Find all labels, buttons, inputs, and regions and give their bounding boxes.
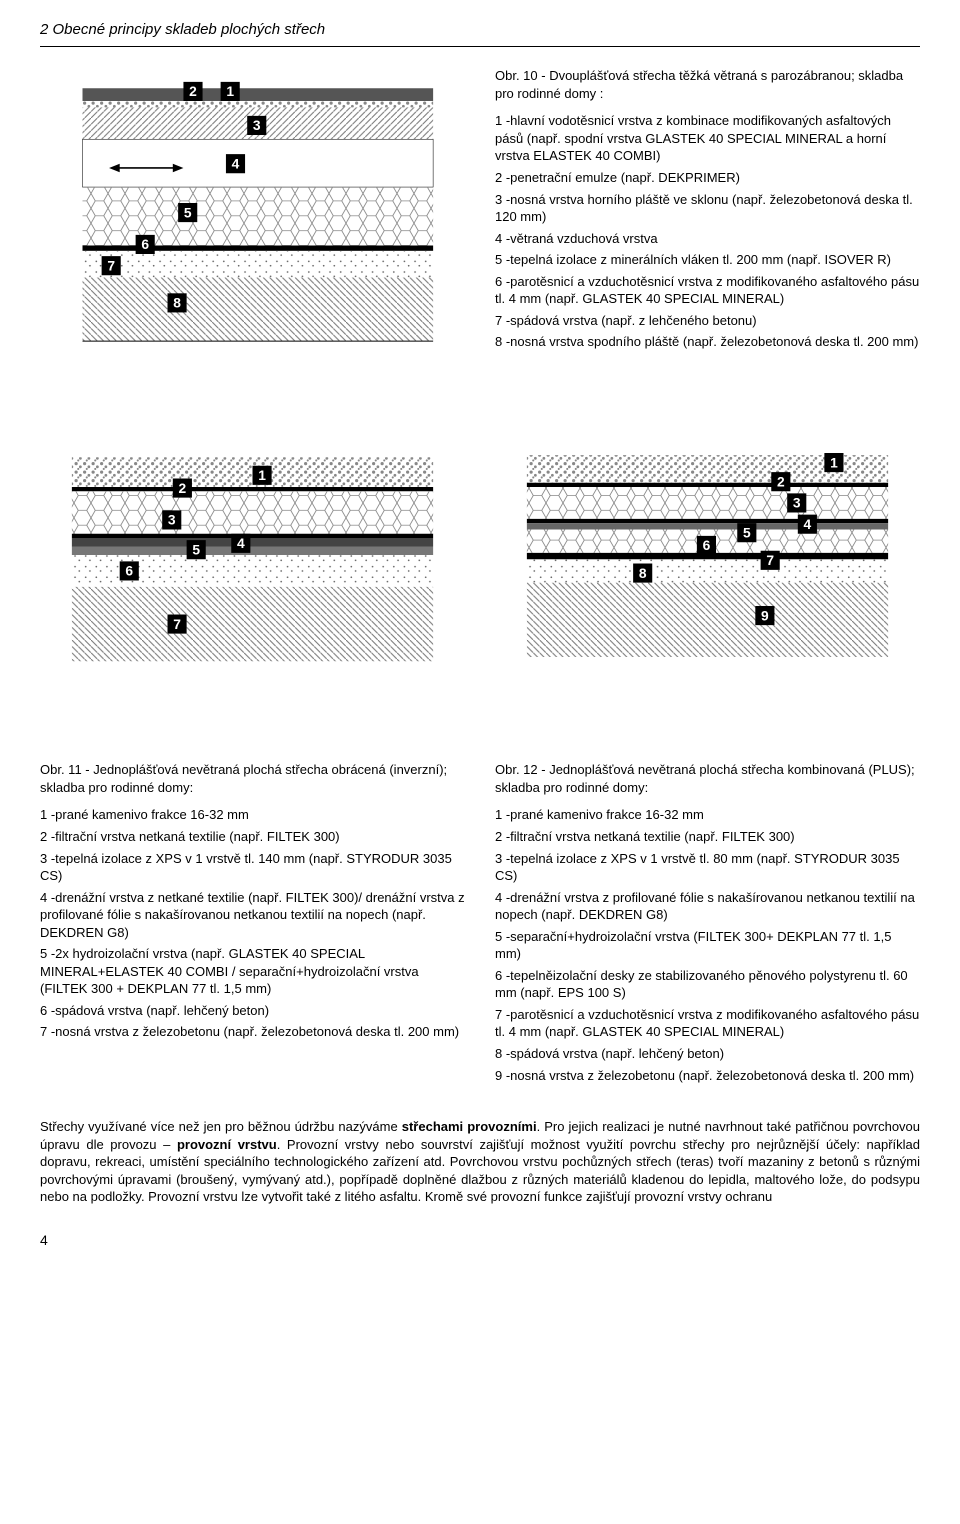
figure-12-item-7: 7 -parotěsnicí a vzduchotěsnicí vrstva z… bbox=[495, 1006, 920, 1041]
page-header: 2 Obecné principy skladeb plochých střec… bbox=[40, 20, 920, 47]
figure-10-item-7: 7 -spádová vrstva (např. z lehčeného bet… bbox=[495, 312, 920, 330]
figure-12-diagram: 1 2 3 4 5 6 7 8 9 bbox=[495, 436, 920, 712]
figure-10-diagram: 2 1 3 4 5 6 7 8 bbox=[40, 67, 465, 386]
svg-text:5: 5 bbox=[192, 541, 200, 557]
figure-10-item-3: 3 -nosná vrstva horního pláště ve sklonu… bbox=[495, 191, 920, 226]
svg-text:4: 4 bbox=[804, 515, 812, 531]
figure-12-title: Obr. 12 - Jednoplášťová nevětraná plochá… bbox=[495, 761, 920, 796]
figure-11-diagram-col: 1 2 3 4 5 6 7 bbox=[40, 436, 465, 732]
svg-text:8: 8 bbox=[173, 295, 181, 311]
page-number: 4 bbox=[40, 1231, 920, 1250]
body-part-1: Střechy využívané více než jen pro běžno… bbox=[40, 1119, 402, 1134]
svg-text:8: 8 bbox=[639, 564, 647, 580]
svg-text:6: 6 bbox=[141, 236, 149, 252]
svg-text:4: 4 bbox=[232, 156, 240, 172]
figure-12-diagram-col: 1 2 3 4 5 6 7 8 9 bbox=[495, 436, 920, 732]
figure-10-item-5: 5 -tepelná izolace z minerálních vláken … bbox=[495, 251, 920, 269]
figure-11-item-5: 5 -2x hydroizolační vrstva (např. GLASTE… bbox=[40, 945, 465, 998]
svg-text:7: 7 bbox=[766, 552, 774, 568]
figure-11-item-7: 7 -nosná vrstva z železobetonu (např. že… bbox=[40, 1023, 465, 1041]
figure-11-item-2: 2 -filtrační vrstva netkaná textilie (na… bbox=[40, 828, 465, 846]
figure-12-item-4: 4 -drenážní vrstva z profilované fólie s… bbox=[495, 889, 920, 924]
svg-text:1: 1 bbox=[830, 454, 838, 470]
svg-text:5: 5 bbox=[184, 205, 192, 221]
figure-11-item-6: 6 -spádová vrstva (např. lehčený beton) bbox=[40, 1002, 465, 1020]
svg-text:2: 2 bbox=[777, 473, 785, 489]
figure-12-item-9: 9 -nosná vrstva z železobetonu (např. že… bbox=[495, 1067, 920, 1085]
figure-12-item-2: 2 -filtrační vrstva netkaná textilie (na… bbox=[495, 828, 920, 846]
svg-text:7: 7 bbox=[173, 615, 181, 631]
figure-11-item-1: 1 -prané kamenivo frakce 16-32 mm bbox=[40, 806, 465, 824]
figures-11-12-diagrams: 1 2 3 4 5 6 7 1 2 3 4 5 6 7 8 9 bbox=[40, 436, 920, 732]
svg-text:9: 9 bbox=[761, 607, 769, 623]
figure-10-diagram-col: 2 1 3 4 5 6 7 8 bbox=[40, 67, 465, 405]
figures-11-12-captions: Obr. 11 - Jednoplášťová nevětraná plochá… bbox=[40, 761, 920, 1088]
figure-10-item-2: 2 -penetrační emulze (např. DEKPRIMER) bbox=[495, 169, 920, 187]
figure-10-item-1: 1 -hlavní vodotěsnicí vrstva z kombinace… bbox=[495, 112, 920, 165]
figure-11-item-3: 3 -tepelná izolace z XPS v 1 vrstvě tl. … bbox=[40, 850, 465, 885]
svg-text:7: 7 bbox=[107, 258, 115, 274]
svg-text:3: 3 bbox=[793, 494, 801, 510]
figure-10-item-8: 8 -nosná vrstva spodního pláště (např. ž… bbox=[495, 333, 920, 351]
figure-12-item-3: 3 -tepelná izolace z XPS v 1 vrstvě tl. … bbox=[495, 850, 920, 885]
figure-12-item-8: 8 -spádová vrstva (např. lehčený beton) bbox=[495, 1045, 920, 1063]
figure-10-caption-col: Obr. 10 - Dvouplášťová střecha těžká vět… bbox=[495, 67, 920, 405]
figure-12-item-6: 6 -tepelněizolační desky ze stabilizovan… bbox=[495, 967, 920, 1002]
svg-text:6: 6 bbox=[125, 562, 133, 578]
figure-11-caption-col: Obr. 11 - Jednoplášťová nevětraná plochá… bbox=[40, 761, 465, 1088]
figure-10-item-4: 4 -větraná vzduchová vrstva bbox=[495, 230, 920, 248]
svg-text:1: 1 bbox=[226, 83, 234, 99]
figure-12-item-5: 5 -separační+hydroizolační vrstva (FILTE… bbox=[495, 928, 920, 963]
figure-11-diagram: 1 2 3 4 5 6 7 bbox=[40, 436, 465, 712]
svg-text:2: 2 bbox=[179, 479, 187, 495]
figure-10-row: 2 1 3 4 5 6 7 8 Obr. 10 - Dvouplášťová s… bbox=[40, 67, 920, 405]
figure-10-item-6: 6 -parotěsnicí a vzduchotěsnicí vrstva z… bbox=[495, 273, 920, 308]
figure-11-title: Obr. 11 - Jednoplášťová nevětraná plochá… bbox=[40, 761, 465, 796]
figure-11-item-4: 4 -drenážní vrstva z netkané textilie (n… bbox=[40, 889, 465, 942]
svg-text:5: 5 bbox=[743, 524, 751, 540]
figure-10-title: Obr. 10 - Dvouplášťová střecha těžká vět… bbox=[495, 67, 920, 102]
svg-text:3: 3 bbox=[253, 117, 261, 133]
figure-12-item-1: 1 -prané kamenivo frakce 16-32 mm bbox=[495, 806, 920, 824]
body-bold-2: provozní vrstvu bbox=[177, 1137, 277, 1152]
body-bold-1: střechami provozními bbox=[402, 1119, 537, 1134]
svg-text:1: 1 bbox=[258, 467, 266, 483]
svg-text:2: 2 bbox=[189, 83, 197, 99]
svg-text:3: 3 bbox=[168, 511, 176, 527]
svg-text:4: 4 bbox=[237, 535, 245, 551]
body-paragraph: Střechy využívané více než jen pro běžno… bbox=[40, 1118, 920, 1206]
svg-text:6: 6 bbox=[703, 537, 711, 553]
figure-12-caption-col: Obr. 12 - Jednoplášťová nevětraná plochá… bbox=[495, 761, 920, 1088]
